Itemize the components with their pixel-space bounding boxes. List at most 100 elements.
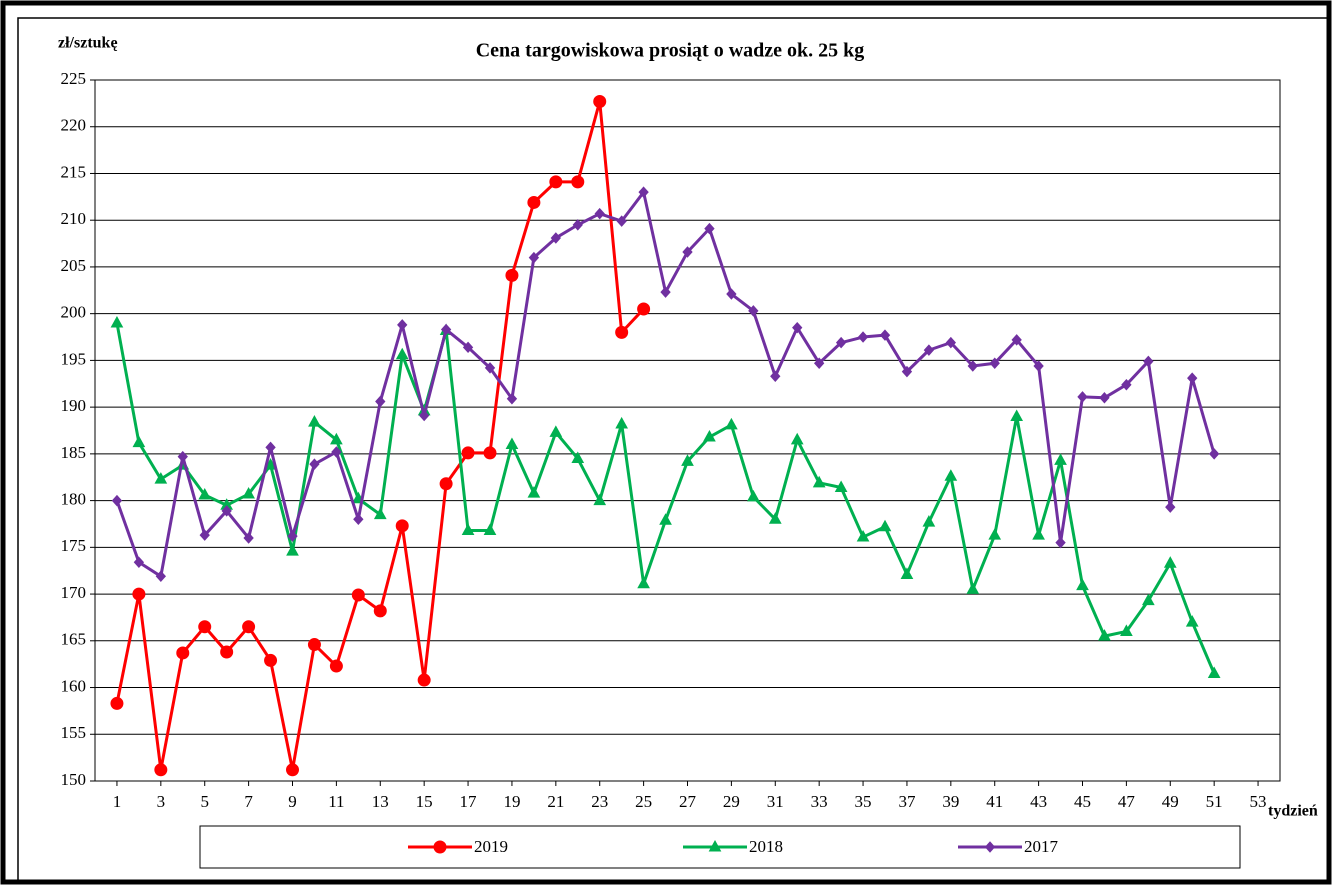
marker [923,344,935,356]
marker [461,523,475,536]
marker [682,246,693,258]
x-tick-label: 7 [244,792,253,811]
marker [790,432,804,445]
x-tick-label: 5 [200,792,209,811]
marker [199,529,210,541]
x-tick-label: 31 [767,792,784,811]
x-tick-label: 53 [1250,792,1267,811]
marker [637,576,650,589]
marker [484,362,496,374]
marker [132,587,146,601]
marker [549,175,563,189]
marker [243,532,254,544]
marker [176,646,190,660]
marker [549,425,563,437]
marker [329,659,343,673]
marker [1185,615,1199,627]
marker [177,450,188,463]
marker [440,323,452,336]
marker [1143,355,1154,368]
marker [571,451,585,464]
y-tick-label: 190 [61,396,87,415]
marker [659,513,672,525]
marker [506,392,518,405]
x-tick-label: 1 [113,792,122,811]
marker [681,454,694,466]
legend-label: 2019 [474,837,508,856]
marker [110,315,124,328]
x-tick-label: 41 [986,792,1003,811]
marker [265,441,276,454]
marker [856,530,870,542]
marker [309,458,320,470]
marker [505,268,519,282]
x-tick-label: 29 [723,792,740,811]
marker [1121,378,1132,391]
marker [637,302,651,316]
marker [1011,334,1022,346]
x-tick-label: 23 [591,792,608,811]
marker [594,207,605,220]
y-tick-label: 155 [61,723,87,742]
x-tick-label: 35 [855,792,872,811]
marker [1077,391,1088,403]
marker [966,582,980,594]
marker [220,645,234,659]
x-tick-label: 13 [372,792,389,811]
marker [110,696,124,710]
marker [725,417,738,430]
y-tick-label: 185 [61,443,87,462]
y-tick-label: 210 [61,209,87,228]
y-tick-label: 215 [61,162,87,181]
marker [418,409,430,422]
chart-frame [17,17,1330,883]
marker [439,477,453,491]
x-tick-label: 39 [942,792,959,811]
x-tick-label: 45 [1074,792,1091,811]
marker [1010,409,1024,421]
marker [944,469,958,481]
x-tick-label: 43 [1030,792,1047,811]
y-tick-label: 220 [61,116,87,135]
marker [111,494,123,507]
marker [945,336,957,349]
marker [373,507,387,520]
marker [221,505,232,517]
marker [133,556,145,569]
marker [901,365,913,378]
marker [922,515,936,527]
marker [768,512,782,524]
marker [461,446,475,460]
marker [988,528,1002,540]
marker [748,305,759,317]
x-tick-label: 3 [157,792,166,811]
marker [462,341,474,354]
marker [615,416,629,429]
marker [397,319,408,331]
marker [638,186,649,198]
marker [967,360,978,372]
x-tick-label: 49 [1162,792,1179,811]
y-axis-label: zł/sztukę [58,35,118,52]
x-axis-label: tydzień [1268,803,1318,820]
y-tick-label: 175 [61,536,87,555]
marker [483,446,497,460]
chart-title: Cena targowiskowa prosiąt o wadze ok. 25… [476,40,865,62]
y-tick-label: 180 [61,490,87,509]
x-tick-label: 15 [416,792,433,811]
x-tick-label: 11 [328,792,344,811]
marker [395,519,409,533]
plot-area [94,79,1281,782]
x-tick-label: 17 [460,792,478,811]
marker [812,475,826,488]
x-tick-label: 25 [635,792,652,811]
marker [433,840,447,854]
x-tick-label: 9 [288,792,297,811]
marker [527,195,541,209]
marker [527,486,541,498]
marker [395,347,409,360]
marker [1120,624,1133,636]
marker [1054,453,1067,465]
